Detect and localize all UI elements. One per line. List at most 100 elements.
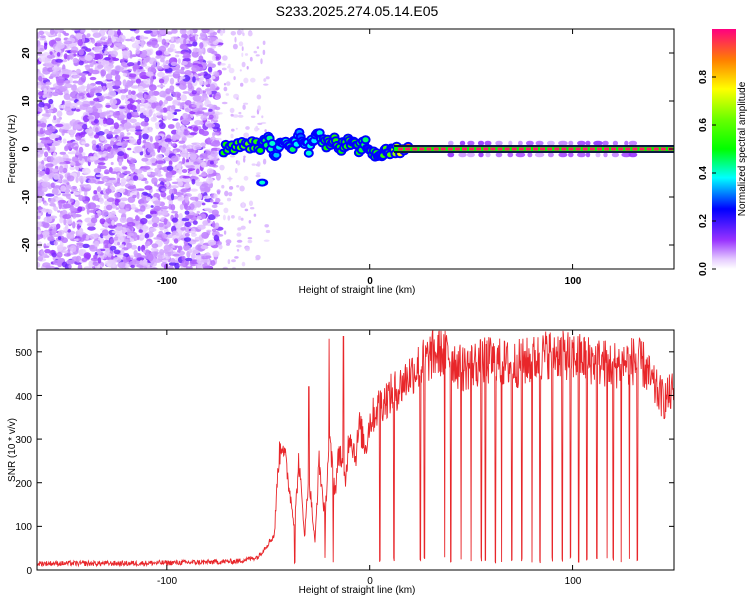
noise-mark: [128, 89, 132, 96]
noise-mark: [151, 151, 156, 157]
noise-mark: [118, 188, 126, 194]
noise-mark: [156, 84, 166, 88]
noise-mark: [171, 90, 175, 95]
noise-mark: [111, 230, 120, 234]
snr-y-tick-label: 0: [26, 566, 32, 577]
spectrogram-y-tick-label: 20: [21, 47, 32, 59]
noise-mark: [126, 62, 135, 67]
noise-mark: [186, 30, 191, 36]
noise-mark: [60, 185, 67, 192]
noise-mark: [76, 223, 81, 230]
spectrogram-x-tick-label: -100: [157, 276, 177, 287]
noise-mark: [150, 157, 157, 164]
noise-mark: [91, 69, 100, 75]
colorbar-tick-label: 0.6: [698, 118, 709, 132]
noise-mark: [104, 50, 108, 55]
noise-mark: [170, 143, 176, 147]
noise-mark: [221, 67, 227, 71]
noise-mark: [75, 136, 82, 141]
noise-mark: [110, 161, 114, 166]
noise-mark: [211, 54, 217, 62]
noise-mark: [51, 59, 57, 63]
noise-mark: [215, 56, 220, 60]
noise-mark: [68, 98, 76, 101]
noise-mark: [106, 197, 115, 202]
noise-mark: [76, 101, 83, 106]
noise-mark: [119, 216, 127, 223]
noise-mark: [184, 178, 192, 183]
noise-mark: [78, 49, 84, 56]
noise-mark: [124, 84, 129, 90]
noise-mark: [236, 160, 241, 166]
noise-mark: [49, 223, 58, 227]
noise-mark: [196, 210, 200, 214]
noise-mark: [149, 136, 153, 143]
noise-mark: [120, 244, 125, 248]
carrier-peak: [618, 147, 624, 151]
noise-mark: [167, 74, 174, 77]
noise-mark: [113, 249, 121, 255]
noise-mark: [135, 131, 142, 136]
noise-mark: [129, 164, 136, 171]
noise-mark: [114, 74, 121, 82]
noise-mark: [167, 124, 175, 129]
noise-mark: [145, 57, 150, 63]
noise-mark: [120, 109, 127, 112]
noise-mark: [78, 93, 85, 97]
noise-mark: [92, 143, 97, 151]
noise-mark: [189, 196, 199, 201]
noise-mark: [71, 156, 77, 163]
noise-mark: [51, 142, 60, 146]
noise-mark: [147, 241, 151, 246]
noise-mark: [52, 204, 57, 208]
noise-mark: [58, 231, 63, 236]
noise-mark: [61, 104, 66, 109]
snr-x-axis-label: Height of straight line (km): [299, 585, 416, 596]
noise-mark: [136, 257, 145, 261]
noise-mark: [218, 244, 223, 250]
noise-mark: [136, 191, 140, 200]
side-lobe-mark: [515, 152, 526, 158]
carrier-peak: [568, 147, 574, 151]
noise-mark: [82, 196, 86, 201]
side-lobe-mark: [507, 152, 514, 158]
noise-mark: [170, 185, 179, 189]
noise-mark: [134, 145, 143, 153]
noise-mark: [158, 29, 167, 35]
noise-mark: [49, 51, 53, 55]
noise-mark: [162, 115, 168, 120]
noise-mark: [127, 103, 133, 110]
noise-mark: [161, 188, 167, 192]
noise-mark: [186, 148, 195, 153]
spectrogram-y-tick-label: -20: [21, 237, 32, 252]
noise-mark: [81, 141, 86, 145]
noise-mark: [53, 206, 58, 212]
noise-mark: [173, 238, 179, 244]
noise-mark: [209, 94, 213, 98]
noise-mark: [250, 115, 256, 119]
side-lobe-mark: [534, 152, 545, 158]
noise-mark: [146, 171, 151, 175]
noise-mark: [158, 222, 164, 228]
noise-mark: [93, 167, 102, 174]
noise-mark: [192, 95, 202, 102]
noise-mark: [90, 29, 99, 33]
noise-mark: [236, 97, 239, 101]
noise-mark: [165, 88, 172, 95]
noise-mark: [75, 150, 80, 156]
noise-mark: [151, 213, 157, 218]
noise-mark: [52, 259, 62, 266]
noise-mark: [51, 229, 57, 235]
noise-mark: [263, 239, 270, 242]
noise-mark: [117, 236, 125, 243]
noise-mark: [77, 122, 84, 125]
noise-mark: [222, 29, 226, 34]
noise-mark: [117, 241, 121, 246]
noise-mark: [178, 245, 183, 251]
noise-mark: [210, 199, 214, 203]
snr-y-tick-label: 400: [15, 392, 32, 403]
side-lobe-mark: [547, 140, 555, 146]
noise-mark: [212, 40, 219, 46]
noise-mark: [211, 209, 219, 216]
noise-mark: [42, 262, 51, 268]
